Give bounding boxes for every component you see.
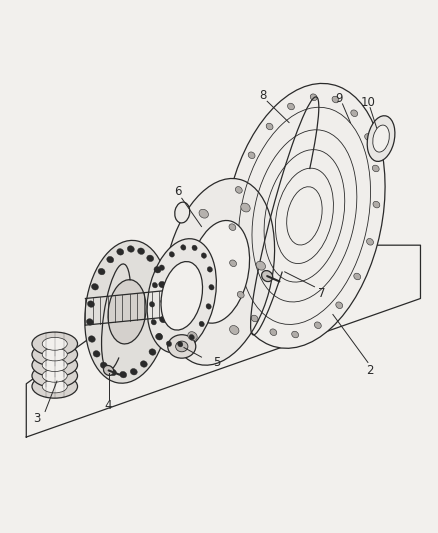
Ellipse shape xyxy=(147,255,154,262)
Ellipse shape xyxy=(138,248,145,254)
Ellipse shape xyxy=(127,246,134,252)
Text: 6: 6 xyxy=(173,185,181,198)
Ellipse shape xyxy=(241,203,250,212)
Ellipse shape xyxy=(161,298,168,305)
Ellipse shape xyxy=(166,341,172,346)
Ellipse shape xyxy=(149,349,156,356)
Ellipse shape xyxy=(100,362,107,368)
Ellipse shape xyxy=(98,268,105,275)
Ellipse shape xyxy=(373,201,380,208)
Ellipse shape xyxy=(117,248,124,255)
Ellipse shape xyxy=(230,260,237,266)
Ellipse shape xyxy=(178,342,183,347)
Ellipse shape xyxy=(32,364,78,387)
Ellipse shape xyxy=(373,125,389,152)
Ellipse shape xyxy=(224,84,385,348)
Ellipse shape xyxy=(42,359,67,372)
Ellipse shape xyxy=(207,266,212,272)
Ellipse shape xyxy=(270,329,277,335)
Ellipse shape xyxy=(230,326,239,334)
Text: 2: 2 xyxy=(366,364,374,377)
Ellipse shape xyxy=(107,256,114,263)
Ellipse shape xyxy=(365,134,371,140)
Text: 7: 7 xyxy=(318,287,326,300)
Ellipse shape xyxy=(173,273,182,282)
Ellipse shape xyxy=(287,103,294,110)
Ellipse shape xyxy=(292,331,299,338)
Ellipse shape xyxy=(229,224,236,230)
Ellipse shape xyxy=(201,253,206,259)
Ellipse shape xyxy=(159,265,164,270)
Ellipse shape xyxy=(163,179,275,365)
Ellipse shape xyxy=(351,110,358,117)
Text: 9: 9 xyxy=(336,92,343,105)
Text: 3: 3 xyxy=(34,412,41,425)
Ellipse shape xyxy=(248,152,255,158)
Ellipse shape xyxy=(149,302,155,307)
Ellipse shape xyxy=(159,281,166,288)
Ellipse shape xyxy=(199,209,208,218)
Text: 10: 10 xyxy=(360,96,375,109)
Ellipse shape xyxy=(168,335,196,358)
Ellipse shape xyxy=(42,380,67,393)
Ellipse shape xyxy=(192,245,197,251)
Ellipse shape xyxy=(372,165,379,172)
Ellipse shape xyxy=(32,375,78,398)
Ellipse shape xyxy=(85,240,169,383)
Ellipse shape xyxy=(209,285,214,290)
Ellipse shape xyxy=(42,348,67,361)
Ellipse shape xyxy=(251,315,258,322)
Ellipse shape xyxy=(147,239,216,353)
Ellipse shape xyxy=(188,332,197,341)
Ellipse shape xyxy=(161,262,202,330)
Ellipse shape xyxy=(188,221,250,323)
Ellipse shape xyxy=(235,187,242,193)
Ellipse shape xyxy=(157,333,162,339)
Ellipse shape xyxy=(154,266,161,273)
Text: 4: 4 xyxy=(105,399,113,411)
Ellipse shape xyxy=(256,261,265,270)
Text: 8: 8 xyxy=(259,90,266,102)
Ellipse shape xyxy=(314,322,321,328)
Ellipse shape xyxy=(181,245,186,250)
Ellipse shape xyxy=(93,351,100,357)
Ellipse shape xyxy=(354,273,360,280)
Ellipse shape xyxy=(32,353,78,377)
Ellipse shape xyxy=(32,332,78,356)
Ellipse shape xyxy=(159,316,166,323)
Ellipse shape xyxy=(367,238,374,245)
Ellipse shape xyxy=(336,302,343,309)
Ellipse shape xyxy=(42,337,67,350)
Ellipse shape xyxy=(86,319,93,325)
Ellipse shape xyxy=(261,271,273,281)
Ellipse shape xyxy=(169,252,174,257)
Ellipse shape xyxy=(88,336,95,342)
Ellipse shape xyxy=(42,369,67,382)
Ellipse shape xyxy=(155,334,162,340)
Ellipse shape xyxy=(237,292,244,298)
Ellipse shape xyxy=(130,368,137,375)
Ellipse shape xyxy=(176,341,188,352)
Ellipse shape xyxy=(151,319,156,325)
Ellipse shape xyxy=(199,321,204,327)
Ellipse shape xyxy=(108,280,146,344)
Ellipse shape xyxy=(120,372,127,378)
Ellipse shape xyxy=(189,335,194,340)
Ellipse shape xyxy=(310,94,317,101)
Ellipse shape xyxy=(266,123,273,130)
Text: 5: 5 xyxy=(213,356,220,369)
Ellipse shape xyxy=(103,366,114,375)
Ellipse shape xyxy=(152,282,158,288)
Ellipse shape xyxy=(175,202,190,223)
Ellipse shape xyxy=(206,304,211,309)
Ellipse shape xyxy=(92,284,99,290)
Ellipse shape xyxy=(140,361,147,367)
Ellipse shape xyxy=(88,301,95,308)
Ellipse shape xyxy=(110,369,117,376)
Ellipse shape xyxy=(32,343,78,366)
Ellipse shape xyxy=(332,96,339,103)
Ellipse shape xyxy=(367,116,395,161)
